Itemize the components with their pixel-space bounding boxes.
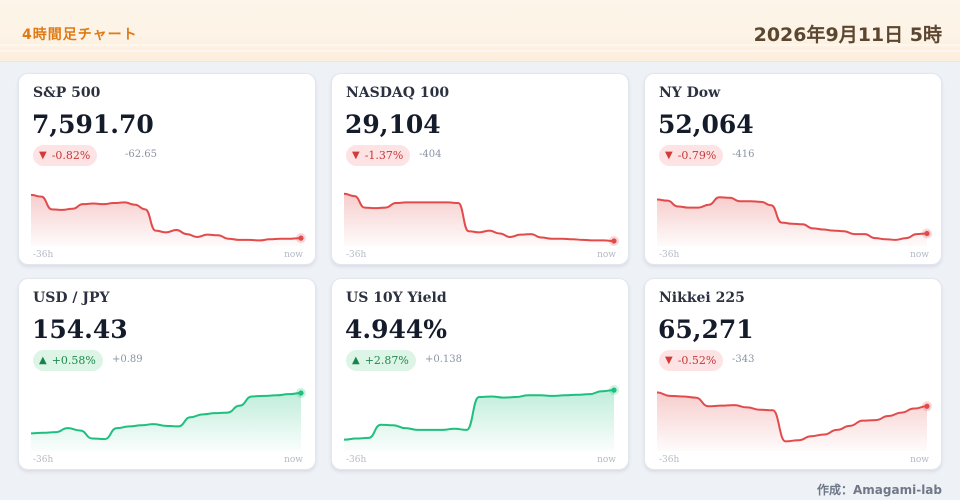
percent-change: -0.82% <box>51 149 91 162</box>
absolute-change: +0.89 <box>112 354 143 365</box>
card-title: NASDAQ 100 <box>346 85 450 101</box>
change-badge: ▼ -1.37% <box>346 145 411 166</box>
header-banner: 4時間足チャート 2026年9月11日 5時 <box>0 0 960 62</box>
market-card-nasdaq100[interactable]: NASDAQ 100 29,104 ▼ -1.37% -404 -36h now <box>331 73 629 265</box>
sparkline-area <box>31 194 301 246</box>
percent-change: +2.87% <box>364 354 409 367</box>
axis-end-label: now <box>910 455 929 465</box>
last-point-dot <box>924 403 930 409</box>
sparkline-chart <box>656 196 932 246</box>
down-arrow-icon: ▼ <box>352 150 360 161</box>
card-price: 29,104 <box>345 110 441 139</box>
last-point-dot <box>611 238 617 244</box>
absolute-change: +0.138 <box>425 354 463 365</box>
up-arrow-icon: ▲ <box>352 355 360 366</box>
change-badge: ▲ +2.87% <box>346 350 416 371</box>
axis-start-label: -36h <box>659 455 680 465</box>
sparkline-chart <box>343 385 619 451</box>
sparkline-area <box>657 392 927 451</box>
page-date: 2026年9月11日 5時 <box>753 24 942 46</box>
axis-end-label: now <box>284 455 303 465</box>
credit-text: 作成：Amagami-lab <box>817 483 942 497</box>
card-title: S&P 500 <box>33 85 101 101</box>
card-title: Nikkei 225 <box>659 290 745 306</box>
change-badge: ▼ -0.52% <box>659 350 724 371</box>
axis-start-label: -36h <box>33 250 54 260</box>
sparkline-chart <box>343 192 619 246</box>
axis-start-label: -36h <box>346 455 367 465</box>
percent-change: -0.52% <box>677 354 717 367</box>
sparkline-chart <box>30 193 306 246</box>
up-arrow-icon: ▲ <box>39 355 47 366</box>
header-stripe <box>0 44 960 46</box>
down-arrow-icon: ▼ <box>665 355 673 366</box>
percent-change: -0.79% <box>677 149 717 162</box>
axis-end-label: now <box>597 250 616 260</box>
axis-start-label: -36h <box>659 250 680 260</box>
last-point-dot <box>298 235 304 241</box>
card-title: US 10Y Yield <box>346 290 447 306</box>
sparkline-chart <box>656 391 932 451</box>
page-title: 4時間足チャート <box>22 27 138 43</box>
absolute-change: -343 <box>732 354 755 365</box>
last-point-dot <box>924 230 930 237</box>
axis-start-label: -36h <box>33 455 54 465</box>
sparkline-line <box>656 391 928 443</box>
last-point-dot <box>298 390 304 396</box>
market-card-us10y-yield[interactable]: US 10Y Yield 4.944% ▲ +2.87% +0.138 -36h now <box>331 278 629 470</box>
card-title: NY Dow <box>659 85 721 101</box>
card-price: 65,271 <box>658 315 754 344</box>
change-badge: ▼ -0.79% <box>659 145 724 166</box>
sparkline-line <box>343 389 615 441</box>
axis-start-label: -36h <box>346 250 367 260</box>
change-badge: ▲ +0.58% <box>33 350 103 371</box>
percent-change: -1.37% <box>364 149 404 162</box>
sparkline-area <box>344 193 614 246</box>
axis-end-label: now <box>597 455 616 465</box>
down-arrow-icon: ▼ <box>39 150 47 161</box>
header-stripe <box>0 50 960 52</box>
sparkline-line <box>30 392 302 441</box>
card-price: 7,591.70 <box>32 110 154 139</box>
market-card-sp500[interactable]: S&P 500 7,591.70 ▼ -0.82% -62.65 -36h now <box>18 73 316 265</box>
card-title: USD / JPY <box>33 290 110 306</box>
sparkline-area <box>657 197 927 246</box>
market-card-ny-dow[interactable]: NY Dow 52,064 ▼ -0.79% -416 -36h now <box>644 73 942 265</box>
sparkline-area <box>31 393 301 451</box>
sparkline-chart <box>30 388 306 451</box>
market-card-usd-jpy[interactable]: USD / JPY 154.43 ▲ +0.58% +0.89 -36h now <box>18 278 316 470</box>
sparkline-line <box>656 196 928 241</box>
market-card-nikkei225[interactable]: Nikkei 225 65,271 ▼ -0.52% -343 -36h now <box>644 278 942 470</box>
absolute-change: -416 <box>732 149 755 160</box>
sparkline-line <box>30 193 302 242</box>
last-point-dot <box>611 387 617 393</box>
axis-end-label: now <box>910 250 929 260</box>
absolute-change: -404 <box>419 149 442 160</box>
card-price: 52,064 <box>658 110 754 139</box>
card-price: 154.43 <box>32 315 128 344</box>
down-arrow-icon: ▼ <box>665 150 673 161</box>
card-price: 4.944% <box>345 315 448 344</box>
percent-change: +0.58% <box>51 354 96 367</box>
axis-end-label: now <box>284 250 303 260</box>
change-badge: ▼ -0.82% <box>33 145 98 166</box>
absolute-change: -62.65 <box>125 149 158 160</box>
sparkline-line <box>343 192 615 242</box>
sparkline-area <box>344 390 614 451</box>
